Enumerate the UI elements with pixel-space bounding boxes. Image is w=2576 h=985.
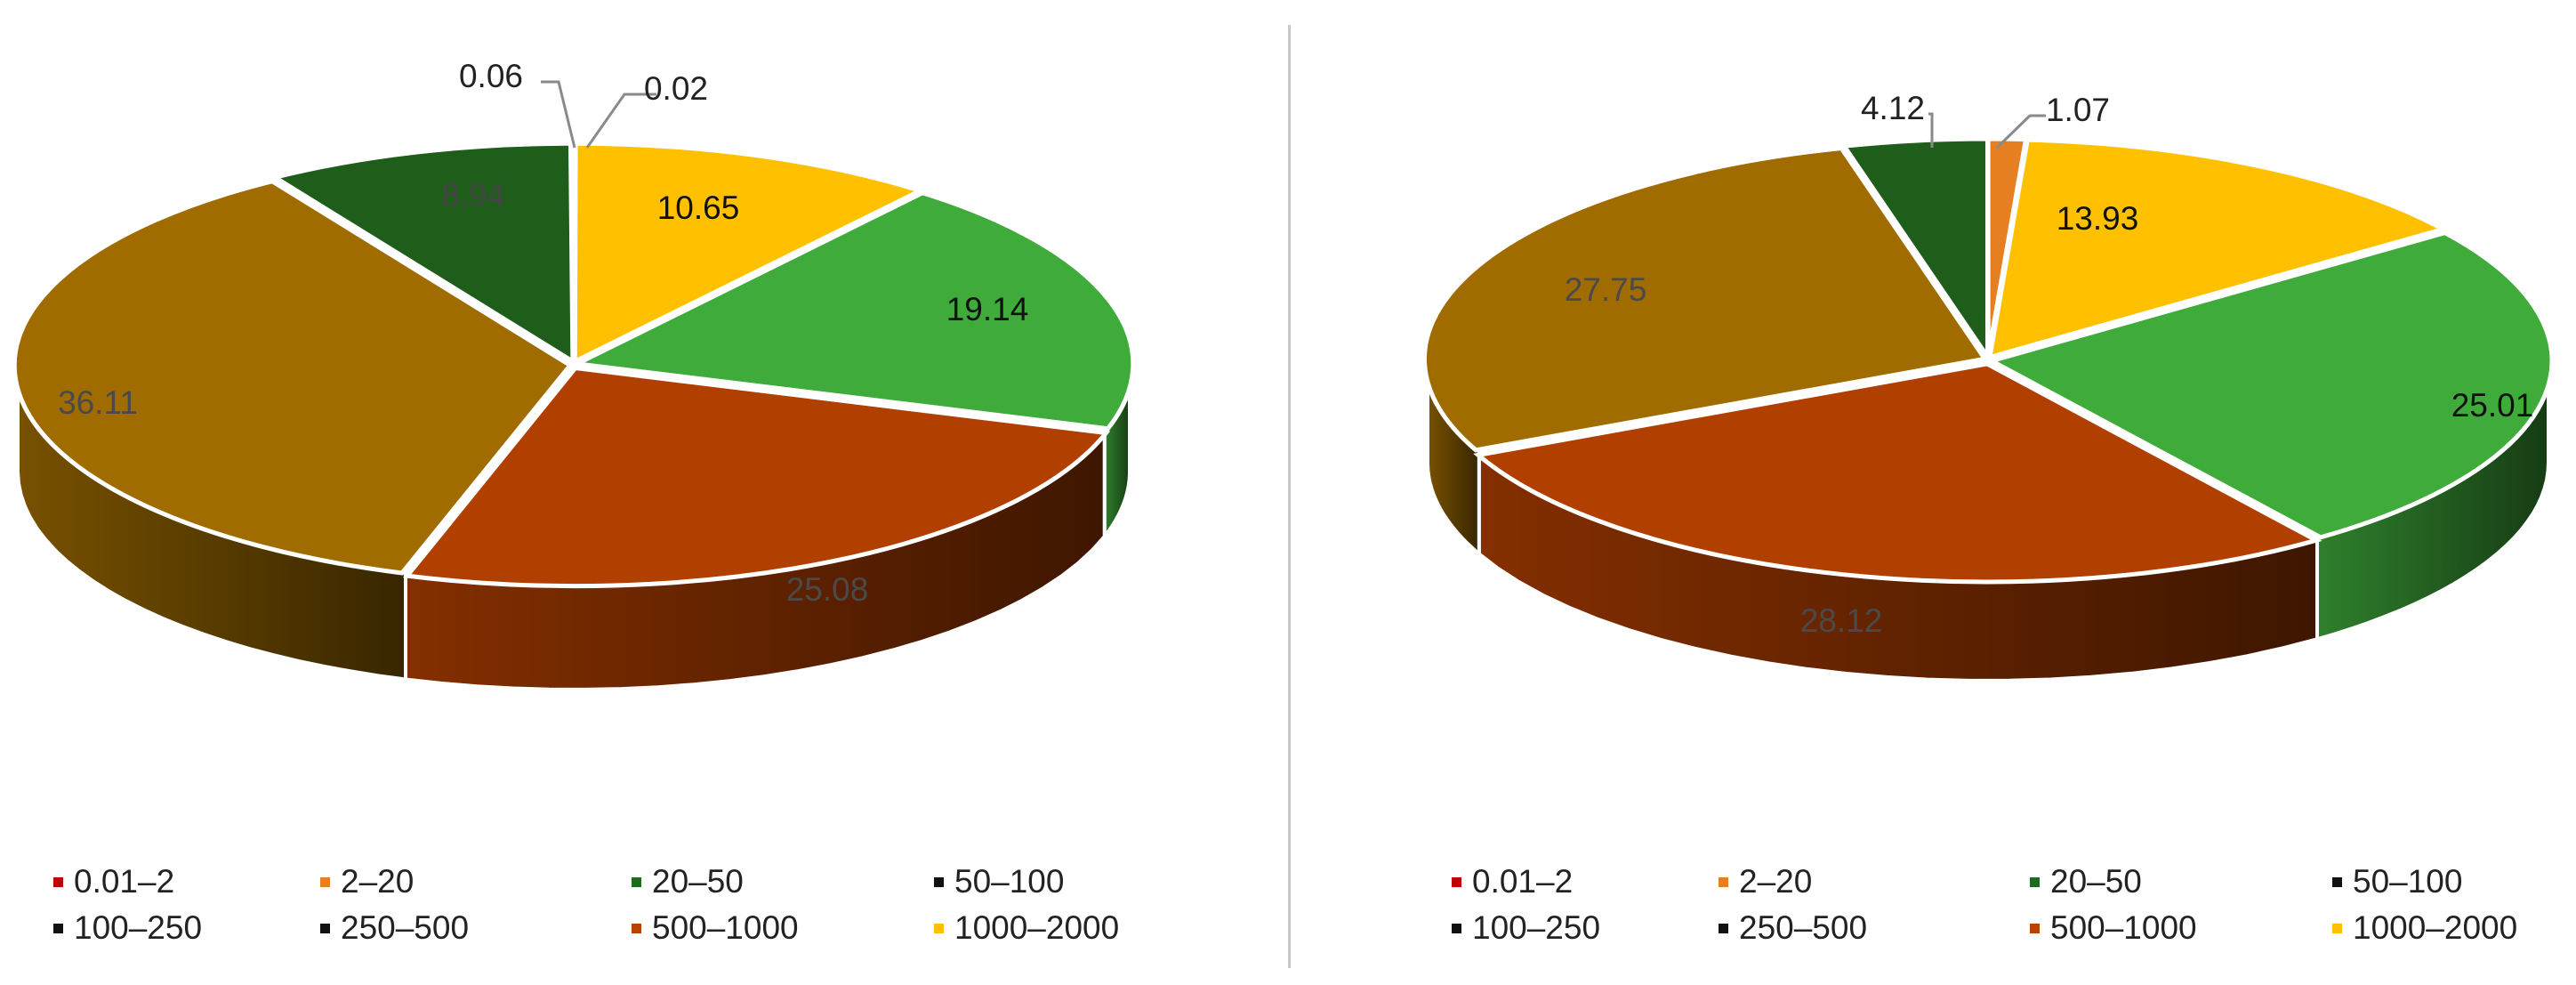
pie-slice-4.12 <box>1839 136 1991 365</box>
legend-swatch <box>1452 923 1461 933</box>
legend-swatch <box>320 876 330 887</box>
legend-label: 1000–2000 <box>954 909 1120 946</box>
leader-line-0.06 <box>541 80 576 149</box>
legend-item: 2–20 <box>320 861 414 902</box>
pie-slice-13.93 <box>1986 137 2450 360</box>
data-label-13.93: 13.93 <box>2057 200 2139 237</box>
legend-label: 1000–2000 <box>2353 909 2518 946</box>
legend-item: 250–500 <box>320 908 469 949</box>
legend-item: 1000–2000 <box>2332 908 2517 949</box>
legend-item: 500–1000 <box>2030 908 2197 949</box>
data-label-27.75: 27.75 <box>1565 271 1647 308</box>
pie-slice-25.08 <box>403 365 1111 589</box>
legend-label: 500–1000 <box>652 909 799 946</box>
pie-slice-10.65 <box>572 141 927 366</box>
legend-label: 250–500 <box>341 909 470 946</box>
legend-item: 100–250 <box>1452 908 1600 949</box>
legend-label: 500–1000 <box>2050 909 2197 946</box>
legend-label: 0.01–2 <box>74 863 175 900</box>
leader-line-4.12 <box>1928 112 1934 148</box>
legend-swatch <box>2030 876 2040 887</box>
data-label-28.12: 28.12 <box>1800 602 1883 639</box>
legend-item: 50–100 <box>934 861 1064 902</box>
legend-swatch <box>934 876 944 887</box>
legend-item: 20–50 <box>632 861 744 902</box>
legend-swatch <box>53 923 63 933</box>
legend-label: 250–500 <box>1739 909 1868 946</box>
pie-slice-36.11 <box>12 179 574 576</box>
legend-label: 20–50 <box>652 863 744 900</box>
legend-label: 50–100 <box>2353 863 2463 900</box>
legend-item: 20–50 <box>2030 861 2142 902</box>
data-label-36.11: 36.11 <box>58 384 138 421</box>
data-label-0.02: 0.02 <box>644 70 708 107</box>
legend-label: 50–100 <box>954 863 1065 900</box>
leader-line-0.02 <box>585 93 656 149</box>
legend-swatch <box>2332 923 2342 933</box>
pie-slice-28.12 <box>1473 361 2322 585</box>
legend-swatch <box>632 876 641 887</box>
panel-divider <box>1288 25 1291 968</box>
data-label-0.06: 0.06 <box>459 58 523 94</box>
legend-label: 0.01–2 <box>1472 863 1574 900</box>
legend-item: 0.01–2 <box>53 861 174 902</box>
pie-slice-8.94 <box>269 141 576 366</box>
pie-slice-27.75 <box>1421 145 1989 453</box>
data-label-4.12: 4.12 <box>1861 90 1925 126</box>
legend-item: 2–20 <box>1719 861 1812 902</box>
data-label-8.94: 8.94 <box>441 177 505 214</box>
data-label-1.07: 1.07 <box>2046 92 2110 128</box>
legend-swatch <box>1719 923 1728 933</box>
legend-label: 20–50 <box>2050 863 2142 900</box>
legend-swatch <box>632 923 641 933</box>
legend-label: 100–250 <box>1472 909 1601 946</box>
pie-slice-19.14 <box>569 190 1136 432</box>
legend-item: 1000–2000 <box>934 908 1119 949</box>
data-label-25.08: 25.08 <box>786 571 869 608</box>
legend-swatch <box>1452 876 1461 887</box>
pie-slice-25.01 <box>1985 230 2555 540</box>
data-label-10.65: 10.65 <box>657 190 740 226</box>
legend-item: 50–100 <box>2332 861 2462 902</box>
leader-line-1.07 <box>1995 114 2046 149</box>
legend-item: 500–1000 <box>632 908 799 949</box>
legend-item: 100–250 <box>53 908 202 949</box>
legend-swatch <box>2332 876 2342 887</box>
legend-item: 0.01–2 <box>1452 861 1573 902</box>
legend-swatch <box>934 923 944 933</box>
pie-right: 1.07 13.93 25.01 28.12 27.75 4.12 <box>1421 90 2555 682</box>
pie-left: 0.02 10.65 19.14 25.08 36.11 8.94 0.06 <box>12 58 1136 691</box>
legend-swatch <box>2030 923 2040 933</box>
pie-slice-0.06 <box>569 141 576 362</box>
legend-item: 250–500 <box>1719 908 1867 949</box>
data-label-25.01: 25.01 <box>2451 387 2534 424</box>
legend-label: 2–20 <box>1739 863 1813 900</box>
legend-swatch <box>53 876 63 887</box>
legend-label: 2–20 <box>341 863 415 900</box>
legend-swatch <box>320 923 330 933</box>
legend-label: 100–250 <box>74 909 203 946</box>
data-label-19.14: 19.14 <box>946 291 1029 327</box>
legend-swatch <box>1719 876 1728 887</box>
